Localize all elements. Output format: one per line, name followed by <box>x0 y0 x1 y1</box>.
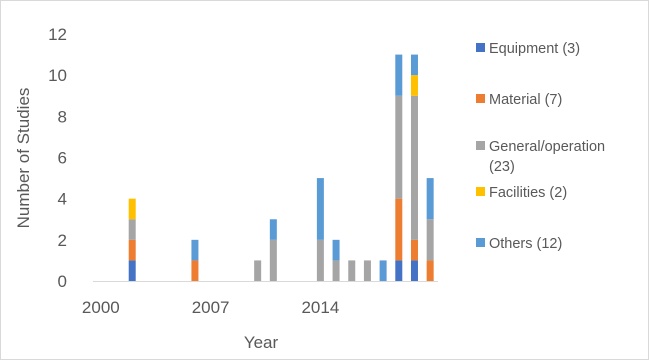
bar-segment <box>410 260 418 281</box>
bar-segment <box>395 54 403 96</box>
bar-segment <box>332 239 340 261</box>
bar-segment <box>269 239 277 281</box>
bar-segment <box>410 54 418 76</box>
bar-segment <box>410 75 418 96</box>
bar-segment <box>191 239 199 261</box>
bar-segment <box>269 219 277 240</box>
bar-segment <box>332 260 340 281</box>
legend-label: Facilities (2) <box>489 185 567 201</box>
bar-segment <box>254 260 262 281</box>
legend-swatch <box>476 141 485 150</box>
legend-label: Equipment (3) <box>489 41 580 57</box>
bar-segment <box>426 219 434 261</box>
y-tick-label: 8 <box>58 107 67 126</box>
bar-segment <box>128 260 136 281</box>
bar-segment <box>348 260 356 281</box>
legend-label: Others (12) <box>489 236 562 252</box>
x-tick-label: 2007 <box>192 298 230 317</box>
x-tick-label: 2000 <box>82 298 120 317</box>
legend-swatch <box>476 94 485 103</box>
legend-label: Material (7) <box>489 92 562 108</box>
y-tick-label: 2 <box>58 231 67 250</box>
y-tick-label: 6 <box>58 149 67 168</box>
bar-segment <box>128 239 136 261</box>
legend-label: General/operation (23) <box>489 139 605 175</box>
bar-segment <box>128 198 136 220</box>
bar-segment <box>128 219 136 240</box>
legend-swatch <box>476 238 485 247</box>
y-axis-title: Number of Studies <box>14 88 33 229</box>
bar-segment <box>363 260 371 281</box>
legend-swatch <box>476 187 485 196</box>
bar-segment <box>379 260 387 281</box>
y-tick-label: 0 <box>58 272 67 291</box>
bar-segment <box>410 95 418 240</box>
bar-segment <box>426 178 434 220</box>
y-tick-label: 12 <box>48 25 67 44</box>
bar-segment <box>191 260 199 281</box>
legend-swatch <box>476 43 485 52</box>
bar-segment <box>316 178 324 240</box>
y-tick-label: 4 <box>58 190 67 209</box>
bar-segment <box>395 260 403 281</box>
x-tick-label: 2014 <box>301 298 339 317</box>
bar-segment <box>426 260 434 281</box>
bar-segment <box>410 239 418 261</box>
bar-segment <box>395 95 403 199</box>
y-tick-label: 10 <box>48 66 67 85</box>
bar-segment <box>395 198 403 261</box>
bar-segment <box>316 239 324 281</box>
x-axis-title: Year <box>244 333 279 352</box>
